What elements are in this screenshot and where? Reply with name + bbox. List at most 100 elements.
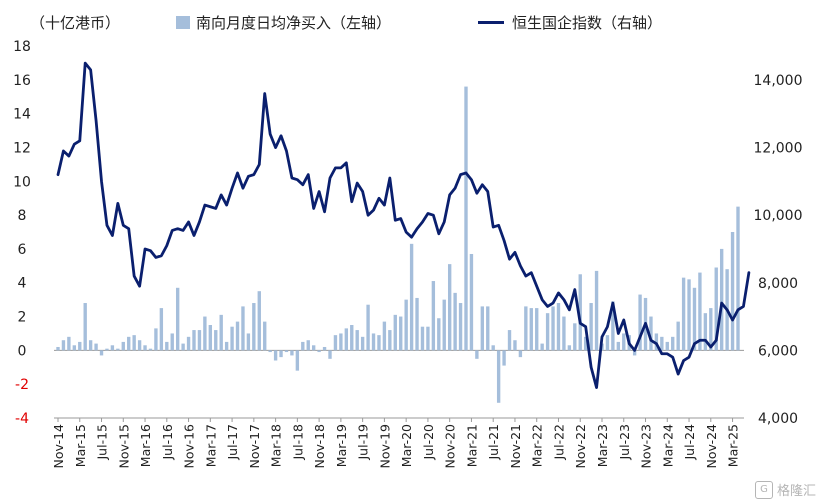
bar: [366, 304, 370, 351]
left-axis-tick-label: 10: [13, 174, 31, 190]
bar: [143, 345, 147, 351]
bar: [578, 274, 582, 351]
bar: [399, 316, 403, 351]
bar: [616, 341, 621, 351]
bar: [175, 287, 180, 351]
bar: [409, 243, 414, 351]
legend-line-label: 恒生国企指数（右轴）: [512, 14, 663, 32]
bar: [290, 350, 294, 356]
bar: [654, 333, 659, 351]
plot-area: 18 16 14 12 10 8 6 4 2 0 -2 -4 14,000 12,000 10,000 8,0…: [13, 39, 802, 468]
bar: [583, 336, 588, 351]
x-axis-tick-label: Jul-21: [486, 424, 501, 461]
bar: [719, 248, 724, 351]
bar: [730, 232, 735, 351]
bar: [88, 340, 93, 351]
bar: [197, 330, 202, 351]
x-axis-tick-label: Mar-20: [399, 424, 414, 467]
bar: [496, 350, 501, 403]
bar: [660, 336, 664, 351]
bar: [159, 308, 164, 351]
bar: [301, 341, 305, 351]
bar: [687, 279, 691, 351]
bar: [442, 299, 446, 351]
x-axis-tick-label: Mar-24: [660, 424, 675, 467]
bar: [268, 350, 272, 353]
x-axis-tick-label: Mar-17: [203, 424, 218, 467]
bar: [284, 350, 289, 353]
bar: [306, 340, 310, 351]
bar: [622, 333, 626, 351]
left-axis-unit: （十亿港币）: [30, 14, 121, 32]
watermark-text: 格隆汇: [776, 484, 816, 499]
left-axis-tick-label: 14: [13, 107, 31, 123]
watermark: G 格隆汇: [754, 480, 816, 499]
x-axis-tick-label: Jul-16: [160, 424, 175, 461]
x-axis-tick-label: Jul-23: [617, 424, 632, 461]
bar: [562, 316, 566, 351]
x-axis-tick-label: Mar-18: [269, 424, 284, 467]
x-axis-tick-label: Nov-23: [639, 424, 654, 468]
bar: [377, 335, 381, 351]
left-axis-tick-label: 2: [18, 310, 27, 326]
x-axis-tick-label: Nov-15: [116, 424, 131, 468]
bar: [415, 297, 419, 351]
x-axis-tick-label: Jul-15: [95, 424, 110, 461]
x-axis-tick-label: Mar-19: [334, 424, 349, 467]
x-axis-tick-label: Nov-20: [443, 424, 458, 469]
left-axis-tick-label: -2: [15, 377, 29, 393]
x-axis-tick-label: Nov-18: [312, 424, 327, 469]
bar: [529, 308, 533, 351]
bar: [137, 340, 142, 351]
bar: [453, 292, 457, 351]
x-axis-tick-label: Jul-19: [356, 424, 371, 461]
bar: [110, 345, 115, 351]
bar: [388, 330, 392, 351]
bar: [181, 343, 185, 351]
right-axis-tick-label: 4,000: [758, 411, 798, 427]
bar: [263, 321, 267, 351]
bar: [230, 326, 234, 351]
legend-bar-label: 南向月度日均净买入（左轴）: [196, 14, 392, 32]
bar: [154, 328, 158, 351]
bar: [148, 348, 153, 351]
bar: [67, 336, 71, 351]
bar: [99, 350, 104, 356]
bar: [524, 306, 528, 351]
bar: [350, 325, 354, 351]
bar: [447, 264, 452, 351]
bar: [507, 330, 512, 351]
bar: [649, 316, 653, 351]
bar: [475, 350, 479, 359]
bar: [186, 336, 191, 351]
bar: [214, 330, 218, 351]
x-axis-tick-label: Nov-14: [51, 424, 66, 469]
bar: [589, 303, 593, 351]
x-axis-tick-label: Mar-15: [73, 424, 88, 467]
bar: [676, 321, 680, 351]
x-axis-tick-label: Mar-22: [530, 424, 545, 467]
bar: [632, 350, 637, 356]
bar: [458, 303, 463, 351]
bar: [431, 281, 436, 351]
right-axis-tick-label: 6,000: [758, 343, 798, 359]
bar: [208, 325, 213, 351]
bar: [393, 314, 397, 351]
x-axis-tick-label: Mar-23: [595, 424, 610, 467]
bar: [736, 206, 740, 351]
bar: [311, 345, 316, 351]
x-axis-tick-label: Jul-24: [682, 424, 697, 461]
x-axis-tick-label: Nov-24: [704, 424, 719, 469]
bar: [219, 314, 223, 351]
bar: [317, 350, 321, 353]
bar: [132, 335, 136, 351]
bar: [224, 341, 229, 351]
left-axis-tick-label: 12: [13, 140, 31, 156]
bar: [714, 267, 718, 351]
bar: [491, 345, 495, 351]
bar: [486, 306, 490, 351]
bar: [322, 346, 327, 351]
bar: [61, 340, 66, 351]
x-axis-tick-label: Nov-17: [247, 424, 262, 468]
